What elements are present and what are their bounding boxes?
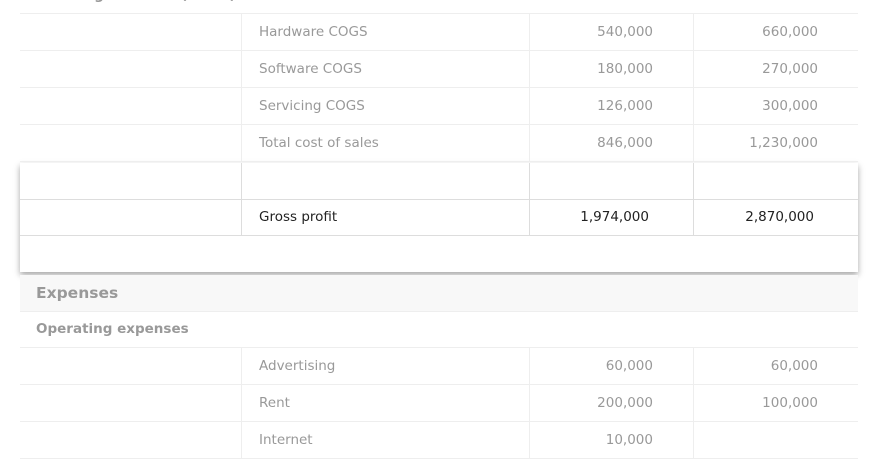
row-label: Internet: [241, 422, 529, 458]
row-value: 540,000: [529, 14, 693, 50]
row-value: 300,000: [693, 88, 858, 124]
row-value: 660,000: [693, 14, 858, 50]
row-value: 270,000: [693, 51, 858, 87]
cell: [20, 163, 241, 199]
row-value: [529, 163, 693, 199]
row-value: 1,230,000: [693, 125, 858, 161]
row-label: Advertising: [241, 348, 529, 384]
row-value: 60,000: [529, 348, 693, 384]
row-value: 846,000: [529, 125, 693, 161]
table-row: Rent 200,000 100,000: [20, 385, 858, 422]
cell: [20, 348, 241, 384]
row-value: 60,000: [693, 348, 858, 384]
table-row: Advertising 60,000 60,000: [20, 348, 858, 385]
row-label: Total cost of sales: [241, 125, 529, 161]
cell: [20, 385, 241, 421]
table-row: Servicing COGS 126,000 300,000: [20, 88, 858, 125]
gross-profit-card: Gross profit 1,974,000 2,870,000: [20, 163, 858, 272]
section-title: Operating expenses: [36, 321, 189, 337]
row-value: 200,000: [529, 385, 693, 421]
row-label: Gross profit: [241, 199, 529, 235]
section-row: Operating expenses: [20, 311, 858, 348]
row-value: 10,000: [529, 422, 693, 458]
cell: [20, 88, 241, 124]
row-label: [241, 163, 529, 199]
cell: [20, 422, 241, 458]
section-row: Cost of goods sold (COGS): [20, 0, 858, 14]
row-label: Hardware COGS: [241, 14, 529, 50]
section-title: Cost of goods sold (COGS): [36, 0, 236, 13]
row-value: 126,000: [529, 88, 693, 124]
row-label: Servicing COGS: [241, 88, 529, 124]
table-row: Hardware COGS 540,000 660,000: [20, 14, 858, 51]
row-label: Software COGS: [241, 51, 529, 87]
row-value: 180,000: [529, 51, 693, 87]
table-row: [20, 236, 858, 273]
row-value: [693, 422, 858, 458]
row-label: Rent: [241, 385, 529, 421]
table-row: [20, 163, 858, 200]
table-row: Internet 10,000: [20, 422, 858, 459]
row-value: 1,974,000: [529, 199, 693, 235]
table-row: Software COGS 180,000 270,000: [20, 51, 858, 88]
cell: [20, 199, 241, 235]
row-value: [693, 163, 858, 199]
table-row: Gross profit 1,974,000 2,870,000: [20, 199, 858, 236]
cell: [20, 51, 241, 87]
cell: [20, 125, 241, 161]
table-row: Total cost of sales 846,000 1,230,000: [20, 125, 858, 162]
cell: [20, 14, 241, 50]
section-title: Expenses: [36, 284, 119, 302]
section-row: Expenses: [20, 275, 858, 312]
row-value: 2,870,000: [693, 199, 858, 235]
row-value: 100,000: [693, 385, 858, 421]
